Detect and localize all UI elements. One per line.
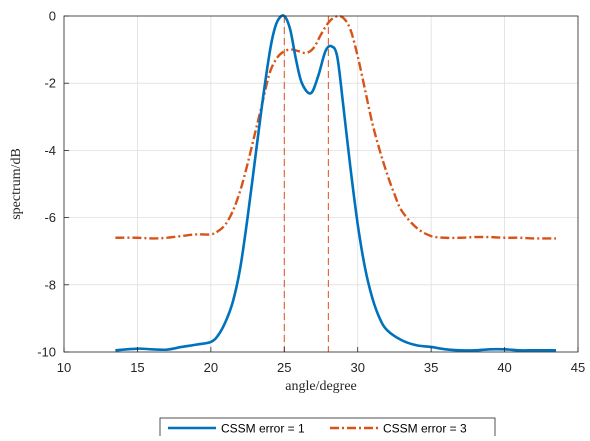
y-tick-label: -6 — [44, 210, 56, 225]
x-tick-label: 35 — [424, 360, 438, 375]
legend-entry-series-2: CSSM error = 3 — [383, 422, 467, 436]
series-line-2 — [115, 14, 556, 240]
ticks: 10 15 20 25 30 35 40 45 0 -2 -4 -6 -8 -10 — [37, 9, 585, 376]
y-tick-label: -8 — [44, 277, 56, 292]
x-axis-label: angle/degree — [285, 379, 357, 394]
x-tick-label: 10 — [57, 360, 71, 375]
x-tick-label: 45 — [571, 360, 585, 375]
y-tick-label: -4 — [44, 143, 56, 158]
y-tick-label: -2 — [44, 76, 56, 91]
plot-frame — [63, 15, 579, 353]
y-tick-label: 0 — [49, 9, 56, 24]
x-tick-label: 25 — [277, 360, 291, 375]
reference-lines — [283, 16, 329, 352]
y-tick-label: -10 — [37, 345, 56, 360]
legend: CSSM error = 1 CSSM error = 3 — [159, 417, 496, 439]
legend-entry-series-1: CSSM error = 1 — [221, 422, 305, 436]
x-tick-label: 20 — [204, 360, 218, 375]
x-tick-label: 30 — [350, 360, 364, 375]
x-tick-label: 40 — [497, 360, 511, 375]
x-tick-label: 15 — [130, 360, 144, 375]
y-axis-label: spectrum/dB — [9, 148, 24, 220]
series-line-1 — [115, 14, 556, 352]
series-layer — [115, 14, 556, 352]
